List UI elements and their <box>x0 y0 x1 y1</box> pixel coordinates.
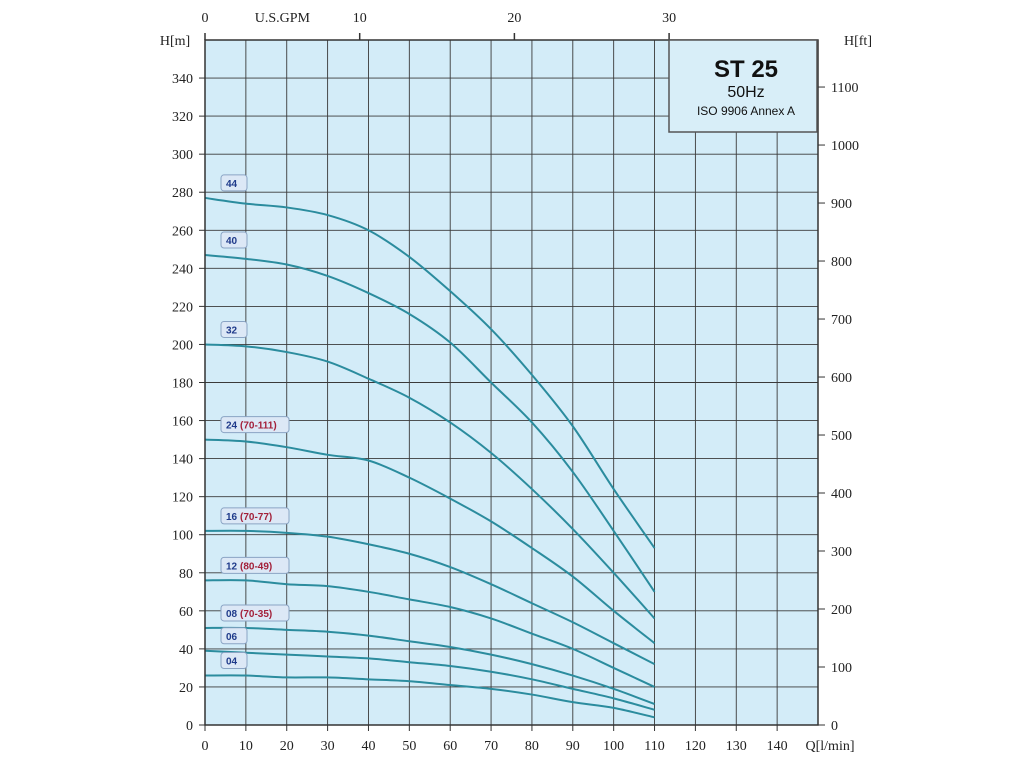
curve-label-06: 06 <box>220 627 248 645</box>
curve-label-number: 32 <box>226 325 238 336</box>
curve-label-24: 24 (70-111) <box>220 416 290 434</box>
curve-label-number: 40 <box>226 236 238 247</box>
y2-tick-label: 400 <box>831 487 852 502</box>
x-tick-label: 110 <box>644 739 664 754</box>
curve-label-range: (70-77) <box>240 512 272 523</box>
curve-label-40: 40 <box>220 231 248 249</box>
chart-frequency: 50Hz <box>727 84 764 101</box>
y-tick-label: 260 <box>172 224 193 239</box>
curve-label-number: 08 <box>226 609 238 620</box>
curve-label-16: 16 (70-77) <box>220 507 290 525</box>
x-tick-label: 130 <box>726 739 747 754</box>
title-box-frame <box>668 39 818 133</box>
x-tick-label: 30 <box>321 739 335 754</box>
curve-label-box <box>220 556 290 574</box>
y-axis-title-left: H[m] <box>160 34 190 49</box>
x-axis-title: Q[l/min] <box>806 739 855 754</box>
x2-axis-title: U.S.GPM <box>255 11 311 26</box>
x-tick-label: 50 <box>402 739 416 754</box>
curve-12 <box>204 579 655 688</box>
x-tick-label: 20 <box>280 739 294 754</box>
x-tick-label: 70 <box>484 739 498 754</box>
chart-title-box: ST 25 50Hz ISO 9906 Annex A <box>668 39 818 133</box>
y-tick-label: 200 <box>172 338 193 353</box>
y2-tick-label: 1100 <box>831 81 858 96</box>
chart-standard: ISO 9906 Annex A <box>697 104 795 118</box>
curve-label-range: (70-111) <box>240 421 277 432</box>
curve-label-12: 12 (80-49) <box>220 556 290 574</box>
y2-tick-label: 1000 <box>831 139 859 154</box>
y2-tick-label: 900 <box>831 197 852 212</box>
curve-label-number: 04 <box>226 657 238 668</box>
curve-44 <box>204 196 656 549</box>
curve-label-04: 04 <box>220 652 248 670</box>
y-tick-label: 60 <box>179 605 193 620</box>
curve-label-box <box>220 231 248 249</box>
y-tick-label: 340 <box>172 72 193 87</box>
y-tick-label: 220 <box>172 300 193 315</box>
curve-40 <box>204 254 656 593</box>
x-tick-label: 10 <box>239 739 253 754</box>
curve-label-number: 44 <box>226 179 238 190</box>
curve-06 <box>204 649 655 711</box>
curve-24 <box>204 438 656 644</box>
curve-label-number: 12 <box>226 561 238 572</box>
y-tick-label: 300 <box>172 148 193 163</box>
y-tick-label: 40 <box>179 643 193 658</box>
y2-tick-label: 200 <box>831 603 852 618</box>
x2-tick-label: 10 <box>353 11 367 26</box>
x-tick-label: 100 <box>603 739 624 754</box>
y-tick-label: 180 <box>172 377 193 392</box>
x-tick-label: 120 <box>685 739 706 754</box>
x2-tick-label: 30 <box>662 11 676 26</box>
curve-label-number: 24 <box>226 421 238 432</box>
curve-label-box <box>220 320 248 338</box>
y-tick-label: 320 <box>172 110 193 125</box>
curve-label-box <box>220 174 248 192</box>
y-tick-label: 100 <box>172 529 193 544</box>
y-tick-label: 160 <box>172 415 193 430</box>
curve-label-number: 06 <box>226 632 238 643</box>
y2-tick-label: 300 <box>831 545 852 560</box>
x-tick-label: 90 <box>566 739 580 754</box>
x-tick-label: 40 <box>361 739 375 754</box>
curve-label-box <box>220 604 290 622</box>
curve-label-box <box>220 507 290 525</box>
y2-tick-label: 700 <box>831 313 852 328</box>
curve-label-08: 08 (70-35) <box>220 604 290 622</box>
y-tick-label: 0 <box>186 719 193 734</box>
x2-tick-label: 0 <box>202 11 209 26</box>
curve-label-44: 44 <box>220 174 248 192</box>
curve-32 <box>204 343 656 620</box>
y-tick-label: 120 <box>172 491 193 506</box>
curve-label-32: 32 <box>220 320 248 338</box>
y2-tick-label: 0 <box>831 719 838 734</box>
y2-tick-label: 800 <box>831 255 852 270</box>
y-tick-label: 20 <box>179 681 193 696</box>
curve-label-range: (70-35) <box>240 609 272 620</box>
y2-tick-label: 100 <box>831 661 852 676</box>
curve-label-box <box>220 416 290 434</box>
curve-label-range: (80-49) <box>240 561 272 572</box>
y2-tick-label: 500 <box>831 429 852 444</box>
x-tick-label: 80 <box>525 739 539 754</box>
y-tick-label: 140 <box>172 453 193 468</box>
y-axis-title-right: H[ft] <box>844 34 872 49</box>
x-tick-label: 60 <box>443 739 457 754</box>
curve-label-number: 16 <box>226 512 238 523</box>
y-tick-label: 80 <box>179 567 193 582</box>
curve-label-box <box>220 627 248 645</box>
curve-04 <box>204 674 655 719</box>
x2-tick-label: 20 <box>507 11 521 26</box>
y-tick-label: 240 <box>172 262 193 277</box>
x-tick-label: 0 <box>202 739 209 754</box>
y2-tick-label: 600 <box>831 371 852 386</box>
x-tick-label: 140 <box>767 739 788 754</box>
curve-08 <box>204 626 655 706</box>
chart-title: ST 25 <box>714 56 778 83</box>
y-tick-label: 280 <box>172 186 193 201</box>
curve-label-box <box>220 652 248 670</box>
curve-16 <box>204 529 655 666</box>
